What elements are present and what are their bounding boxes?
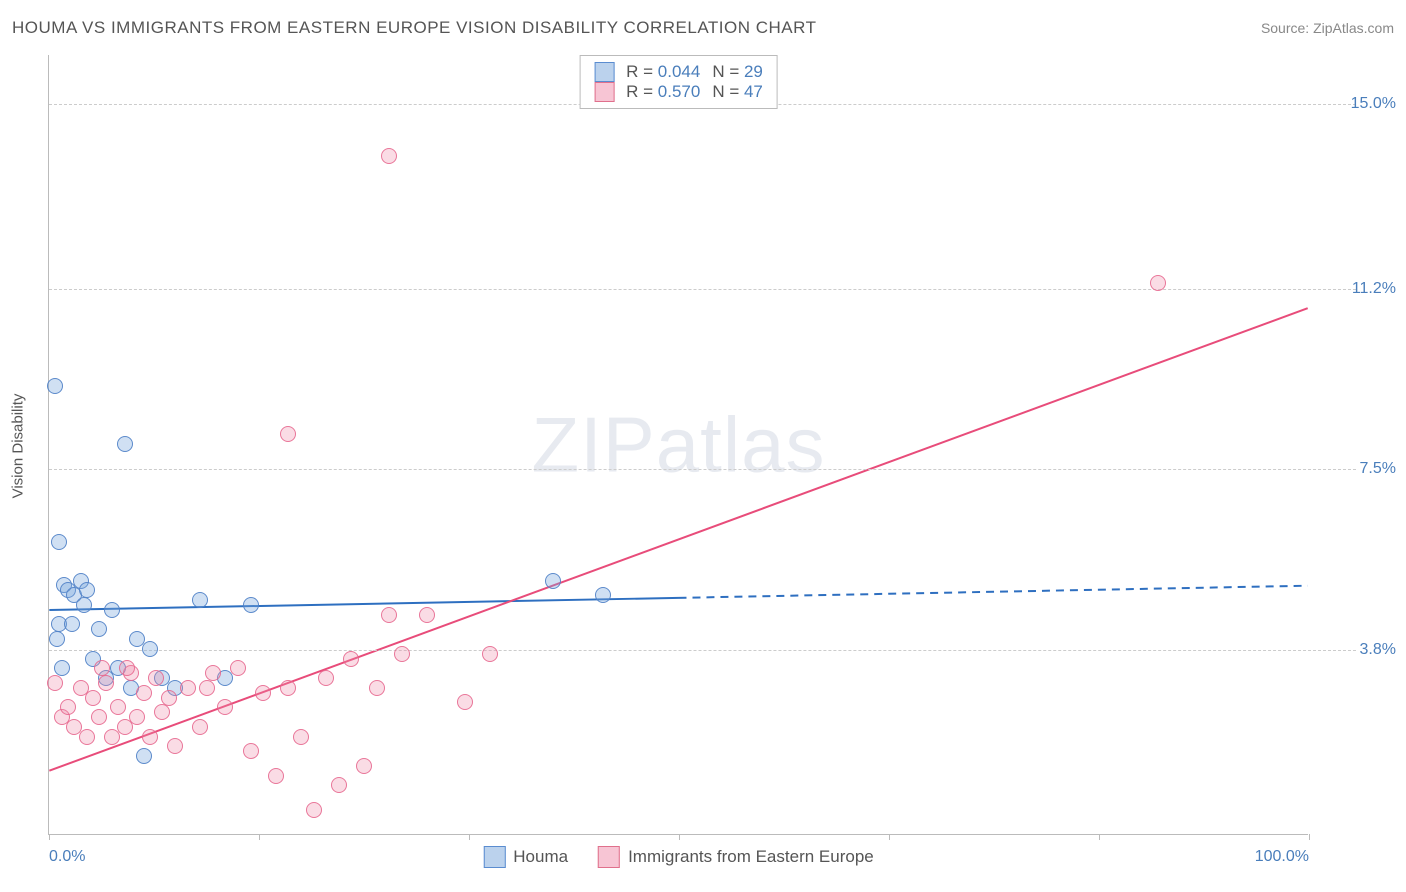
data-point-b (94, 660, 110, 676)
data-point-b (306, 802, 322, 818)
data-point-b (331, 777, 347, 793)
stats-row-a: R = 0.044 N = 29 (594, 62, 763, 82)
data-point-a (51, 534, 67, 550)
data-point-a (243, 597, 259, 613)
watermark-logo: ZIPatlas (531, 399, 825, 490)
data-point-a (49, 631, 65, 647)
data-point-b (47, 675, 63, 691)
data-point-b (142, 729, 158, 745)
y-tick-label: 15.0% (1326, 95, 1396, 113)
data-point-b (280, 426, 296, 442)
chart-title: HOUMA VS IMMIGRANTS FROM EASTERN EUROPE … (12, 18, 817, 38)
legend-label-a: Houma (513, 847, 568, 867)
swatch-series-a (594, 62, 614, 82)
data-point-b (280, 680, 296, 696)
x-tick (889, 834, 890, 840)
data-point-b (293, 729, 309, 745)
data-point-b (205, 665, 221, 681)
plot-area: ZIPatlas R = 0.044 N = 29 R = 0.570 N = … (48, 55, 1308, 835)
data-point-b (192, 719, 208, 735)
data-point-a (595, 587, 611, 603)
data-point-a (104, 602, 120, 618)
gridline (49, 650, 1356, 651)
chart-header: HOUMA VS IMMIGRANTS FROM EASTERN EUROPE … (12, 18, 1394, 38)
data-point-b (119, 660, 135, 676)
x-tick (1309, 834, 1310, 840)
trend-line-a (49, 598, 678, 610)
data-point-b (356, 758, 372, 774)
data-point-a (192, 592, 208, 608)
data-point-a (79, 582, 95, 598)
y-tick-label: 3.8% (1326, 641, 1396, 659)
data-point-b (318, 670, 334, 686)
gridline (49, 469, 1356, 470)
data-point-b (457, 694, 473, 710)
data-point-b (85, 690, 101, 706)
data-point-b (98, 675, 114, 691)
trend-line-b (49, 308, 1307, 771)
data-point-b (79, 729, 95, 745)
data-point-b (369, 680, 385, 696)
data-point-b (199, 680, 215, 696)
trend-line-a-extrapolated (679, 586, 1308, 598)
data-point-a (117, 436, 133, 452)
data-point-b (230, 660, 246, 676)
stats-legend-box: R = 0.044 N = 29 R = 0.570 N = 47 (579, 55, 778, 109)
data-point-b (1150, 275, 1166, 291)
data-point-b (60, 699, 76, 715)
data-point-a (64, 616, 80, 632)
data-point-b (129, 709, 145, 725)
data-point-a (91, 621, 107, 637)
x-tick (259, 834, 260, 840)
data-point-a (545, 573, 561, 589)
data-point-a (47, 378, 63, 394)
x-tick-label: 0.0% (49, 848, 85, 866)
data-point-b (217, 699, 233, 715)
data-point-b (161, 690, 177, 706)
x-tick (1099, 834, 1100, 840)
data-point-b (381, 607, 397, 623)
data-point-b (167, 738, 183, 754)
stats-row-b: R = 0.570 N = 47 (594, 82, 763, 102)
data-point-a (54, 660, 70, 676)
data-point-a (76, 597, 92, 613)
data-point-b (482, 646, 498, 662)
legend-item-b: Immigrants from Eastern Europe (598, 846, 874, 868)
swatch-series-b (594, 82, 614, 102)
legend-item-a: Houma (483, 846, 568, 868)
data-point-b (154, 704, 170, 720)
source-attribution: Source: ZipAtlas.com (1261, 20, 1394, 36)
data-point-b (343, 651, 359, 667)
bottom-legend: Houma Immigrants from Eastern Europe (483, 846, 873, 868)
legend-swatch-a (483, 846, 505, 868)
trend-lines-layer (49, 55, 1308, 834)
legend-swatch-b (598, 846, 620, 868)
data-point-b (110, 699, 126, 715)
data-point-a (136, 748, 152, 764)
x-tick-label: 100.0% (1255, 848, 1309, 866)
x-tick (679, 834, 680, 840)
data-point-a (142, 641, 158, 657)
y-axis-title: Vision Disability (10, 394, 27, 499)
data-point-b (381, 148, 397, 164)
data-point-b (394, 646, 410, 662)
data-point-b (255, 685, 271, 701)
legend-label-b: Immigrants from Eastern Europe (628, 847, 874, 867)
data-point-b (243, 743, 259, 759)
data-point-b (136, 685, 152, 701)
data-point-b (148, 670, 164, 686)
y-tick-label: 7.5% (1326, 460, 1396, 478)
x-tick (49, 834, 50, 840)
x-tick (469, 834, 470, 840)
data-point-b (91, 709, 107, 725)
data-point-b (180, 680, 196, 696)
y-tick-label: 11.2% (1326, 280, 1396, 298)
data-point-b (268, 768, 284, 784)
data-point-b (419, 607, 435, 623)
